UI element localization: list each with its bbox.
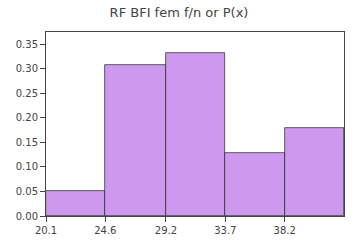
svg-text:20.1: 20.1 xyxy=(35,225,57,236)
svg-text:0.35: 0.35 xyxy=(16,39,38,50)
svg-text:0.25: 0.25 xyxy=(16,88,38,99)
svg-text:0.10: 0.10 xyxy=(16,161,38,172)
svg-text:33.7: 33.7 xyxy=(214,225,236,236)
svg-text:0.05: 0.05 xyxy=(16,186,38,197)
svg-text:0.15: 0.15 xyxy=(16,137,38,148)
svg-text:0.30: 0.30 xyxy=(16,63,38,74)
svg-text:38.2: 38.2 xyxy=(274,225,296,236)
svg-text:RF BFI fem f/n or P(x): RF BFI fem f/n or P(x) xyxy=(110,5,249,20)
svg-text:0.20: 0.20 xyxy=(16,112,38,123)
svg-text:0.00: 0.00 xyxy=(16,211,38,222)
svg-text:29.2: 29.2 xyxy=(155,225,177,236)
svg-text:24.6: 24.6 xyxy=(94,225,116,236)
